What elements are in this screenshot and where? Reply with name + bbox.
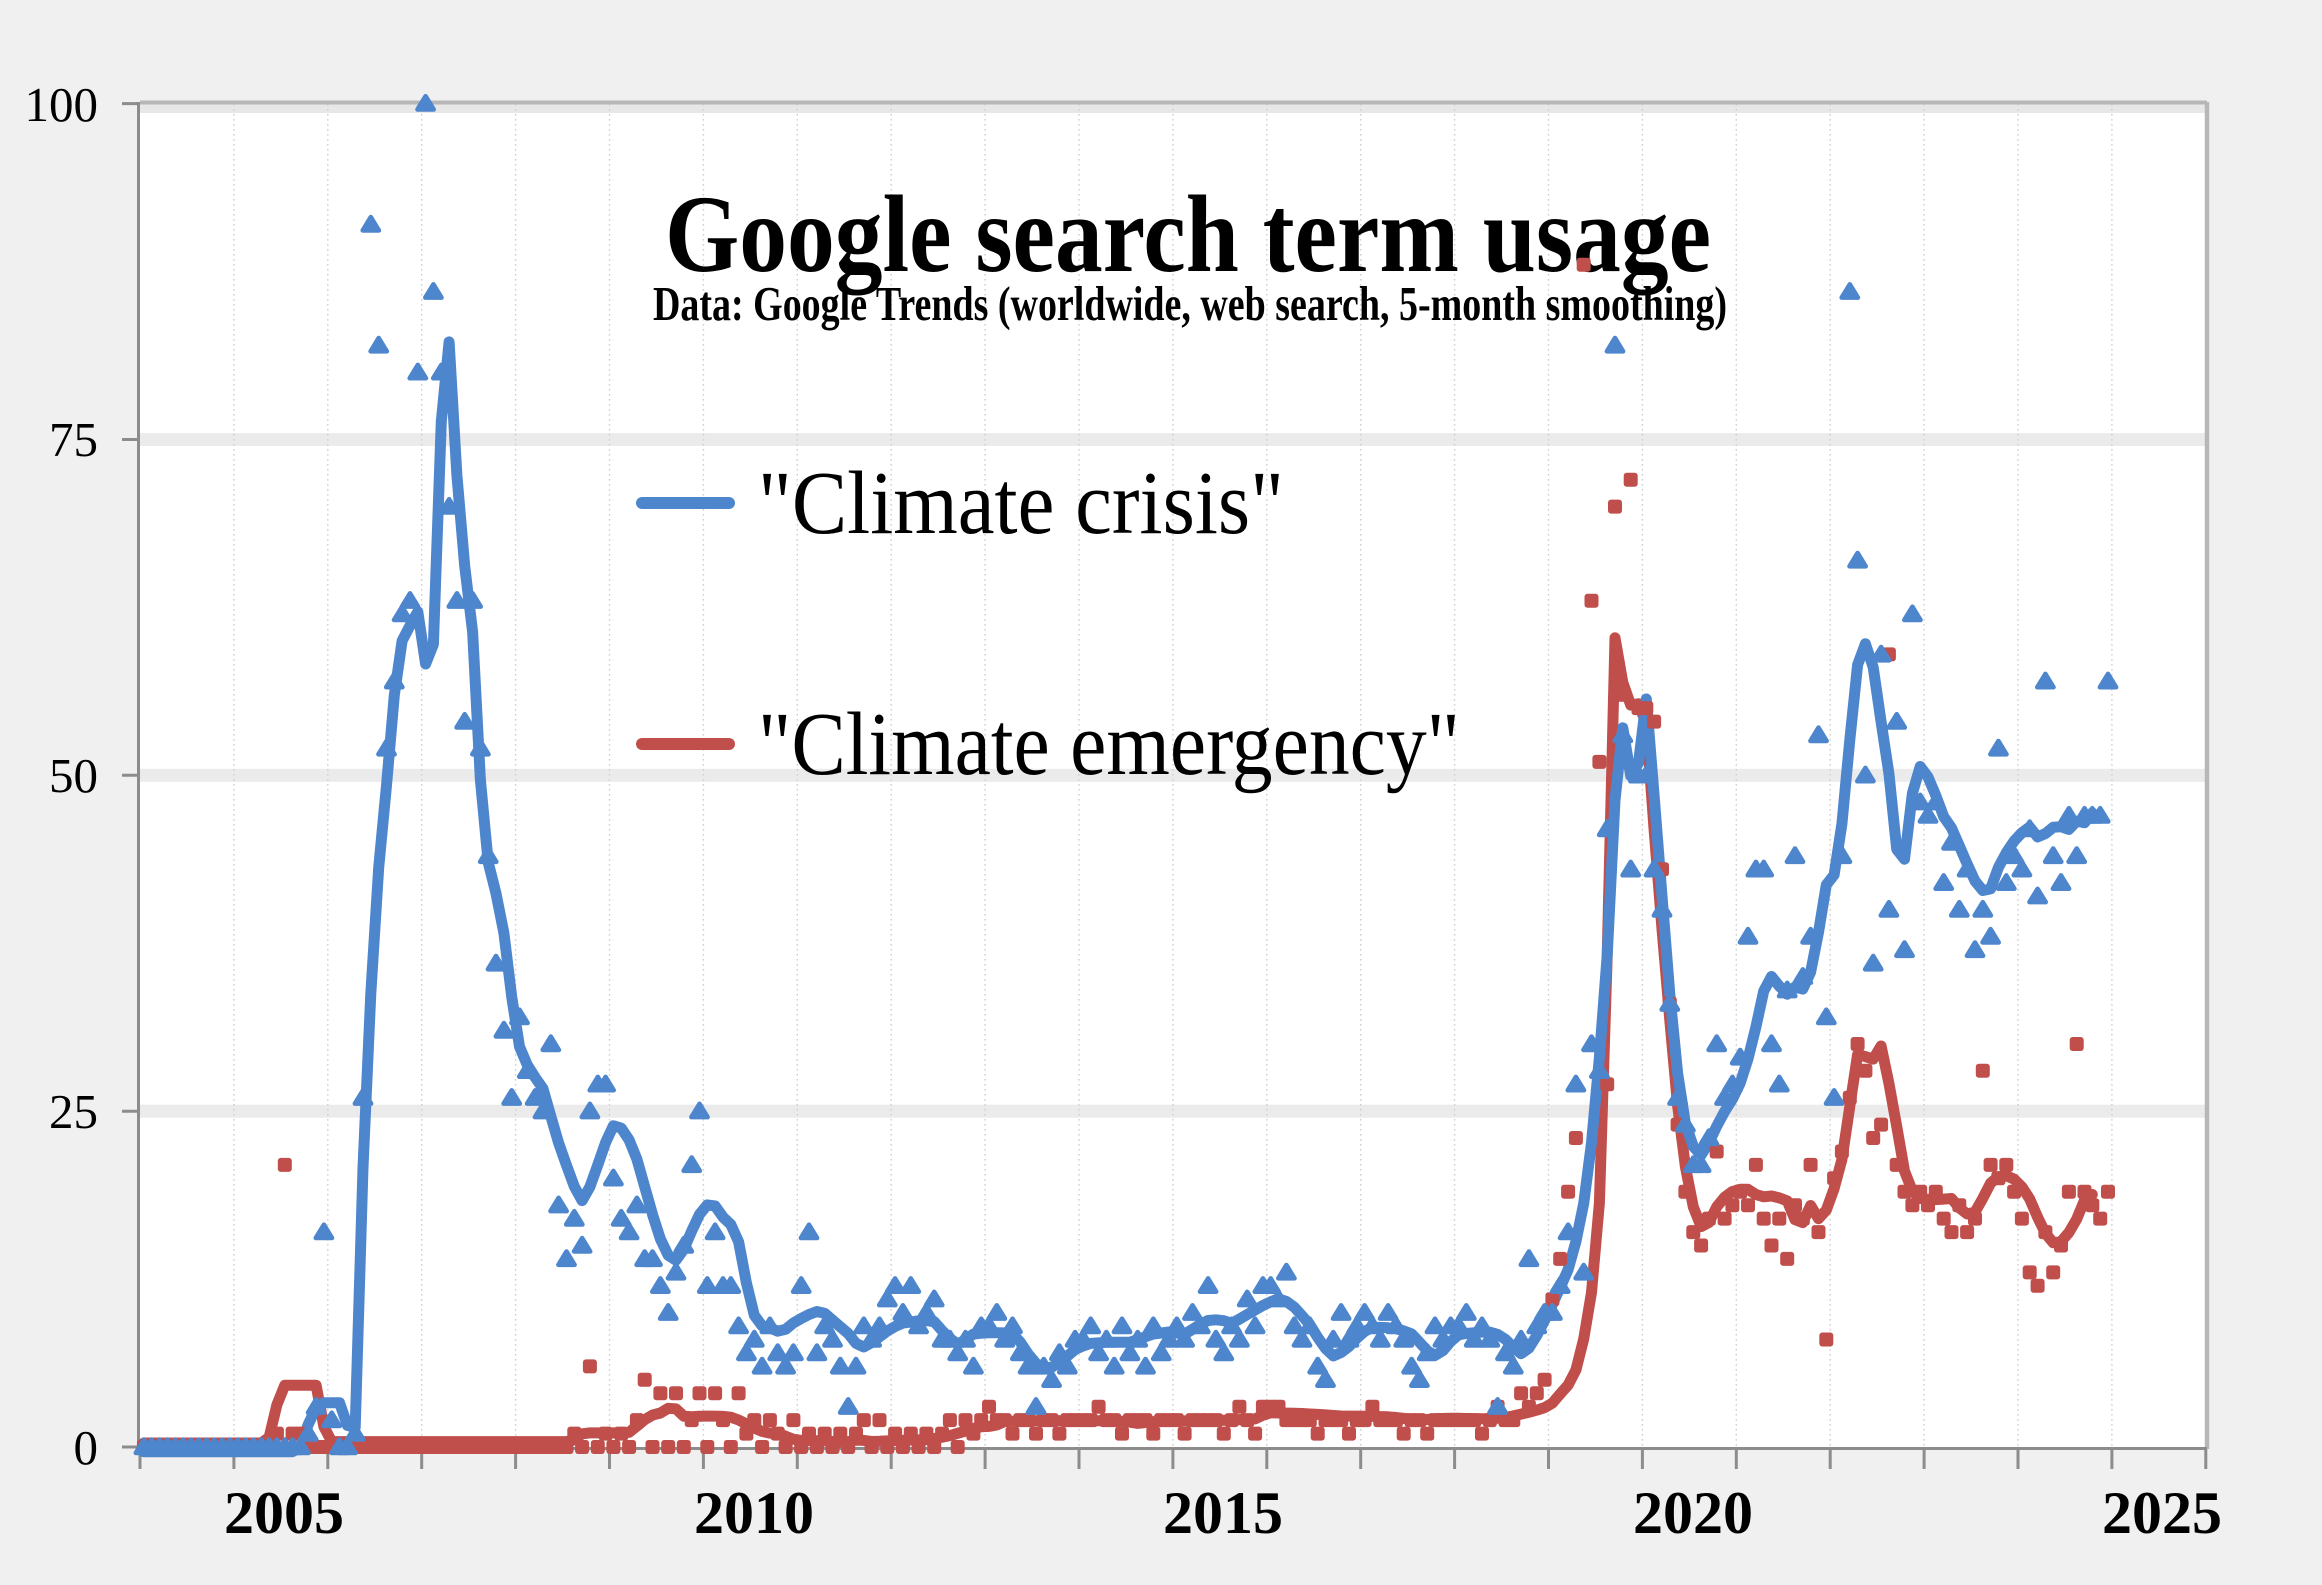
svg-text:25: 25 (49, 1084, 98, 1139)
svg-text:"Climate emergency": "Climate emergency" (758, 695, 1460, 794)
svg-text:50: 50 (49, 748, 98, 803)
svg-text:Google search term usage: Google search term usage (665, 173, 1711, 295)
svg-text:2010: 2010 (694, 1480, 814, 1546)
svg-text:75: 75 (49, 412, 98, 467)
svg-text:0: 0 (74, 1420, 99, 1475)
svg-text:2005: 2005 (224, 1480, 344, 1546)
svg-text:2015: 2015 (1163, 1480, 1283, 1546)
svg-text:100: 100 (25, 77, 99, 132)
svg-text:Data: Google Trends (worldwide: Data: Google Trends (worldwide, web sear… (653, 276, 1727, 331)
svg-text:"Climate crisis": "Climate crisis" (758, 454, 1284, 553)
svg-text:2025: 2025 (2102, 1480, 2222, 1546)
svg-text:2020: 2020 (1633, 1480, 1753, 1546)
